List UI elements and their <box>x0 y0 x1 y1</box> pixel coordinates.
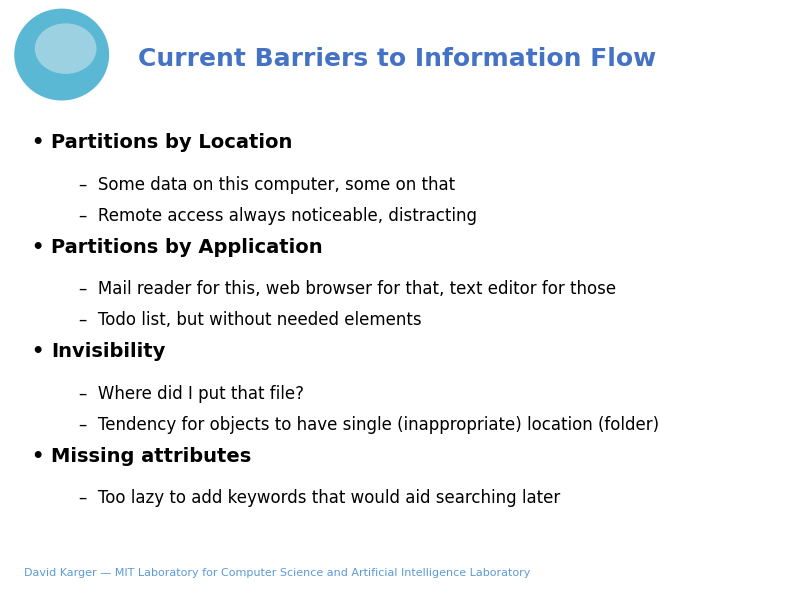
Text: Partitions by Application: Partitions by Application <box>51 238 323 257</box>
Text: –  Todo list, but without needed elements: – Todo list, but without needed elements <box>79 311 422 329</box>
Ellipse shape <box>35 23 97 74</box>
Text: Invisibility: Invisibility <box>51 342 166 361</box>
Text: –  Tendency for objects to have single (inappropriate) location (folder): – Tendency for objects to have single (i… <box>79 416 659 433</box>
Text: •: • <box>32 447 44 466</box>
Text: •: • <box>32 342 44 361</box>
Text: –  Where did I put that file?: – Where did I put that file? <box>79 385 304 403</box>
Text: –  Some data on this computer, some on that: – Some data on this computer, some on th… <box>79 176 456 194</box>
Text: –  Remote access always noticeable, distracting: – Remote access always noticeable, distr… <box>79 207 477 225</box>
Ellipse shape <box>14 8 109 100</box>
Text: –  Mail reader for this, web browser for that, text editor for those: – Mail reader for this, web browser for … <box>79 280 616 298</box>
Text: •: • <box>32 238 44 257</box>
Text: Current Barriers to Information Flow: Current Barriers to Information Flow <box>138 47 657 71</box>
Text: •: • <box>32 133 44 152</box>
Text: Partitions by Location: Partitions by Location <box>51 133 293 152</box>
Text: –  Too lazy to add keywords that would aid searching later: – Too lazy to add keywords that would ai… <box>79 489 560 507</box>
Text: Missing attributes: Missing attributes <box>51 447 252 466</box>
Text: David Karger — MIT Laboratory for Computer Science and Artificial Intelligence L: David Karger — MIT Laboratory for Comput… <box>24 568 530 578</box>
